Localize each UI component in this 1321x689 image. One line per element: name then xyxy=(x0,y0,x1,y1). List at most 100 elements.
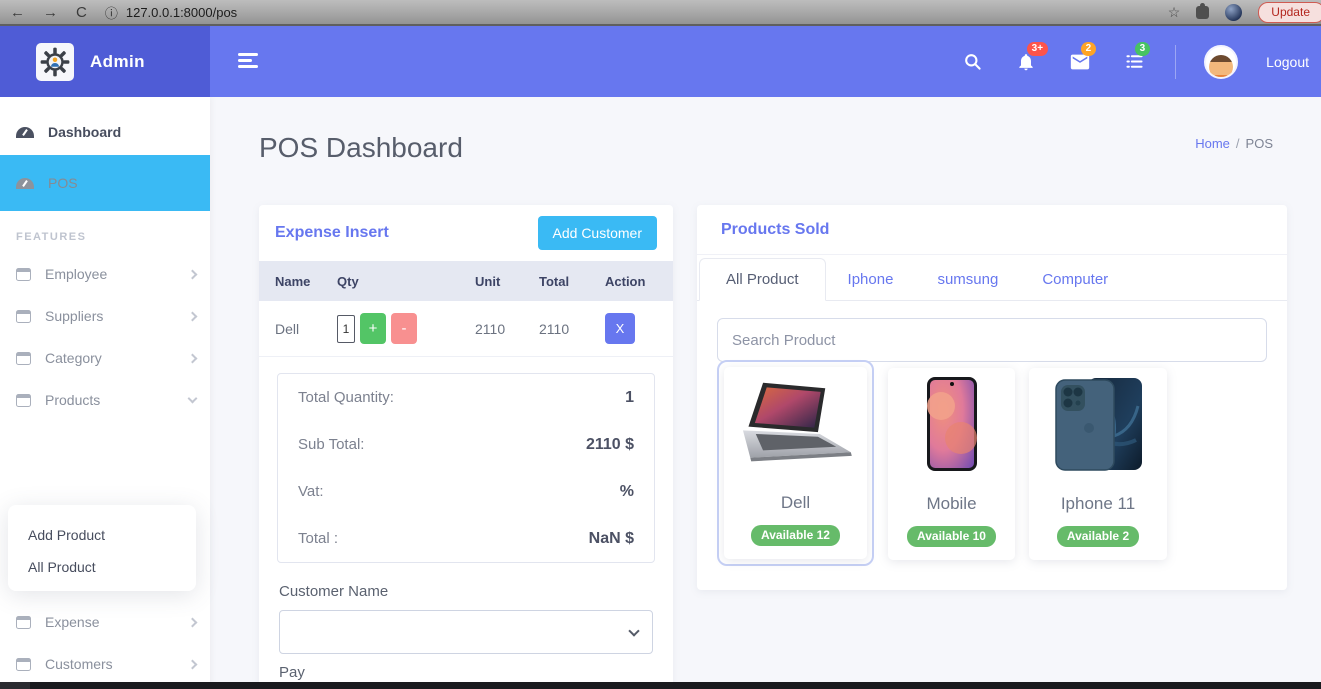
col-qty: Qty xyxy=(337,273,359,289)
sidebar-item-label: Category xyxy=(45,350,102,366)
cart-table-row: Dell + - 2110 2110 X xyxy=(259,301,673,357)
customer-name-select[interactable] xyxy=(279,610,653,654)
total-quantity-label: Total Quantity: xyxy=(298,389,394,406)
browser-reload-icon[interactable]: C xyxy=(76,3,87,21)
bookmark-star-icon[interactable]: ☆ xyxy=(1167,3,1181,20)
tab-computer[interactable]: Computer xyxy=(1042,271,1109,288)
sidebar-item-label: Expense xyxy=(45,614,100,630)
tab-all-product[interactable]: All Product xyxy=(699,258,826,301)
window-icon xyxy=(16,615,31,629)
product-name: Dell xyxy=(780,493,811,512)
address-bar[interactable]: ⓘ 127.0.0.1:8000/pos xyxy=(105,3,237,22)
breadcrumb-home-link[interactable]: Home xyxy=(1195,136,1230,151)
order-summary: Total Quantity: 1 Sub Total: 2110 $ Vat:… xyxy=(277,373,655,563)
breadcrumb-separator: / xyxy=(1235,136,1240,151)
window-icon xyxy=(16,309,31,323)
selected-product-outline: Dell Available 12 xyxy=(717,360,874,566)
navbar-divider xyxy=(1175,44,1177,79)
sidebar-item-pos[interactable]: POS xyxy=(0,155,210,211)
breadcrumb: Home / POS xyxy=(1195,136,1273,151)
sidebar-item-expense[interactable]: Expense xyxy=(0,601,210,643)
sidebar-item-employee[interactable]: Employee xyxy=(0,253,210,295)
quantity-decrease-button[interactable]: - xyxy=(391,313,417,344)
window-icon xyxy=(16,393,31,407)
quantity-increase-button[interactable]: + xyxy=(360,313,386,344)
product-tabs: All Product Iphone sumsung Computer xyxy=(697,255,1287,301)
tasks-badge: 3 xyxy=(1135,41,1150,56)
site-info-icon[interactable]: ⓘ xyxy=(104,5,118,21)
chevron-right-icon xyxy=(187,353,198,363)
notifications-bell-icon[interactable]: 3+ xyxy=(1013,41,1048,75)
sub-total-label: Sub Total: xyxy=(298,436,365,453)
pos-icon xyxy=(16,177,34,189)
expense-card-title: Expense Insert xyxy=(275,224,389,241)
products-sold-card: Products Sold All Product Iphone sumsung… xyxy=(697,205,1287,590)
chevron-right-icon xyxy=(187,659,198,669)
tab-sumsung[interactable]: sumsung xyxy=(937,271,999,288)
chevron-right-icon xyxy=(187,311,198,321)
window-icon xyxy=(16,351,31,365)
browser-profile-avatar[interactable] xyxy=(1225,3,1243,21)
sub-total-value: 2110 $ xyxy=(585,435,634,453)
total-quantity-value: 1 xyxy=(625,388,634,406)
sidebar: Dashboard POS FEATURES Employee Supplier… xyxy=(0,97,210,689)
window-icon xyxy=(16,657,31,671)
browser-back-icon[interactable]: ← xyxy=(10,3,25,21)
sidebar-item-label: Products xyxy=(45,392,101,408)
user-avatar[interactable] xyxy=(1204,44,1239,79)
col-action: Action xyxy=(605,273,646,289)
col-total: Total xyxy=(539,273,570,289)
product-card-dell[interactable]: Dell Available 12 xyxy=(724,367,867,559)
submenu-item-all-product[interactable]: All Product xyxy=(28,559,96,575)
sidebar-item-products[interactable]: Products xyxy=(0,379,210,421)
availability-badge: Available 10 xyxy=(907,526,996,547)
cart-table-header: Name Qty Unit Total Action xyxy=(259,261,673,301)
browser-update-button[interactable]: Update xyxy=(1258,1,1321,23)
availability-badge: Available 2 xyxy=(1056,526,1140,547)
chevron-down-icon xyxy=(187,393,198,404)
sidebar-item-customers[interactable]: Customers xyxy=(0,643,210,685)
col-name: Name xyxy=(275,273,311,289)
brand[interactable]: Admin xyxy=(0,26,210,97)
sidebar-item-category[interactable]: Category xyxy=(0,337,210,379)
sidebar-item-label: POS xyxy=(48,175,78,191)
tab-iphone[interactable]: Iphone xyxy=(847,271,894,288)
cell-product-name: Dell xyxy=(275,320,300,337)
url-text[interactable]: 127.0.0.1:8000/pos xyxy=(125,4,238,20)
taskbar-edge xyxy=(0,682,1321,689)
sidebar-item-dashboard[interactable]: Dashboard xyxy=(0,109,210,155)
products-submenu: Add Product All Product xyxy=(8,505,196,591)
search-product-input[interactable] xyxy=(717,318,1267,362)
col-unit: Unit xyxy=(475,273,501,289)
add-customer-button[interactable]: Add Customer xyxy=(537,216,657,250)
features-heading: FEATURES xyxy=(16,231,87,243)
sidebar-item-label: Employee xyxy=(45,266,108,282)
product-card-mobile[interactable]: Mobile Available 10 xyxy=(888,368,1015,560)
sidebar-item-suppliers[interactable]: Suppliers xyxy=(0,295,210,337)
chevron-right-icon xyxy=(187,269,198,279)
extensions-icon[interactable] xyxy=(1196,2,1210,19)
gear-logo-icon xyxy=(36,42,74,81)
remove-item-button[interactable]: X xyxy=(605,313,635,344)
quantity-input[interactable] xyxy=(337,314,355,343)
products-sold-title: Products Sold xyxy=(721,220,830,238)
messages-envelope-icon[interactable]: 2 xyxy=(1067,41,1096,75)
total-value: NaN $ xyxy=(588,529,634,547)
chevron-right-icon xyxy=(187,617,198,627)
browser-forward-icon[interactable]: → xyxy=(43,3,58,21)
sidebar-item-label: Suppliers xyxy=(45,308,104,324)
mobile-phone-image xyxy=(925,376,979,472)
window-icon xyxy=(16,267,31,281)
product-name: Iphone 11 xyxy=(1060,494,1136,513)
sidebar-item-label: Dashboard xyxy=(48,124,122,140)
tasks-list-icon[interactable]: 3 xyxy=(1121,41,1150,75)
product-name: Mobile xyxy=(926,494,977,513)
brand-name: Admin xyxy=(90,51,145,71)
logout-button[interactable]: Logout xyxy=(1266,53,1309,70)
browser-toolbar: ← → C ⓘ 127.0.0.1:8000/pos ☆ Update xyxy=(0,0,1321,26)
product-card-iphone-11[interactable]: Iphone 11 Available 2 xyxy=(1029,368,1167,560)
notifications-badge: 3+ xyxy=(1027,41,1048,56)
submenu-item-add-product[interactable]: Add Product xyxy=(28,527,106,543)
search-icon[interactable] xyxy=(959,49,985,75)
sidebar-toggle-icon[interactable] xyxy=(238,53,258,71)
